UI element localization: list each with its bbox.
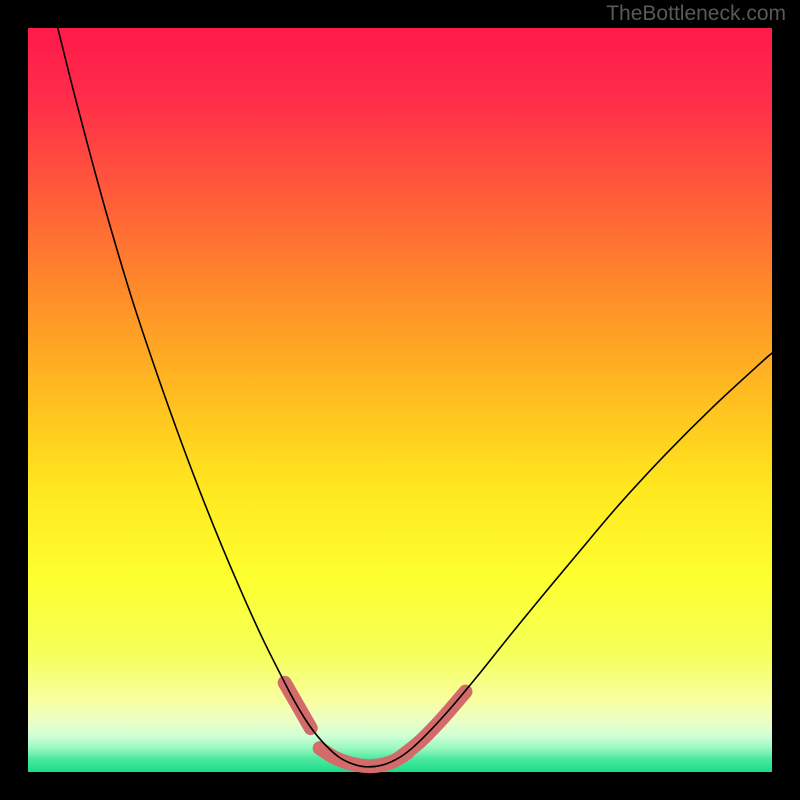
bottleneck-chart: [0, 0, 800, 800]
watermark-text: TheBottleneck.com: [606, 2, 786, 26]
chart-container: TheBottleneck.com: [0, 0, 800, 800]
plot-background: [28, 28, 772, 772]
